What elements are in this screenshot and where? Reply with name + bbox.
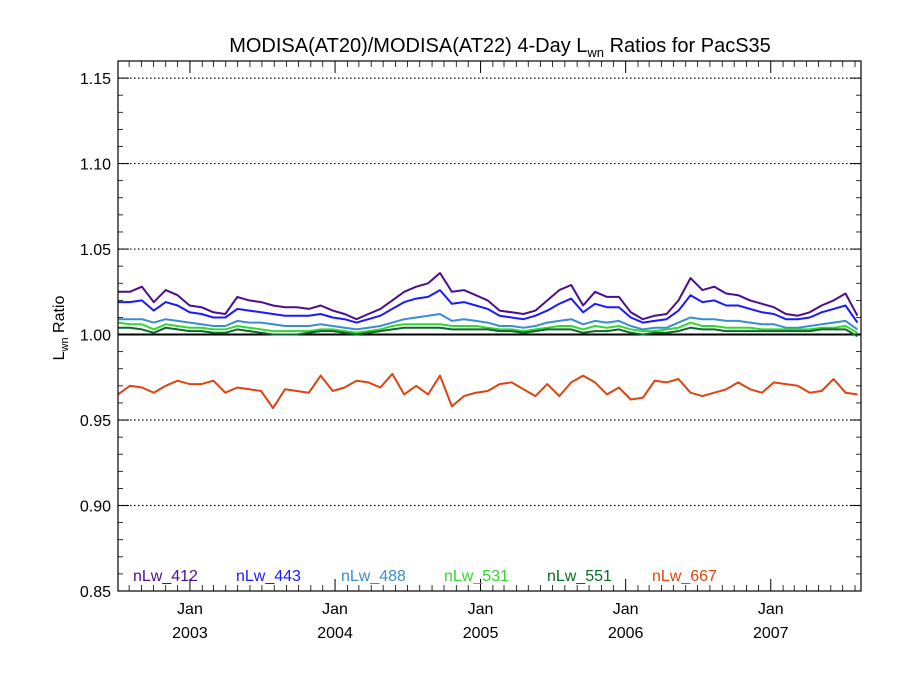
y-axis-label-suffix: Ratio <box>51 296 68 338</box>
legend-item-nlw-488: nLw_488 <box>341 568 406 585</box>
x-tick-year-label: 2006 <box>608 625 644 642</box>
legend: nLw_412 nLw_443 nLw_488 nLw_531 nLw_551 nLw_6… <box>133 568 717 585</box>
y-tick-label: 0.85 <box>80 584 111 601</box>
series-lines <box>117 272 859 410</box>
x-tick-year-label: 2003 <box>172 625 208 642</box>
y-axis-label-main: L <box>51 351 68 360</box>
y-tick-label: 0.90 <box>80 499 111 516</box>
legend-item-nlw-667: nLw_667 <box>652 568 717 585</box>
x-tick-month-label: Jan <box>177 601 203 618</box>
x-tick-year-label: 2005 <box>463 625 499 642</box>
y-tick-label: 1.00 <box>80 328 111 345</box>
y-tick-label: 0.95 <box>80 413 111 430</box>
chart-title-main: MODISA(AT20)/MODISA(AT22) 4-Day L <box>229 35 587 57</box>
x-tick-month-label: Jan <box>468 601 494 618</box>
chart-title: MODISA(AT20)/MODISA(AT22) 4-Day Lwn Rati… <box>229 35 771 60</box>
legend-item-nlw-531: nLw_531 <box>444 568 509 585</box>
y-axis-label-subscript: wn <box>59 337 71 352</box>
y-axis-label: Lwn Ratio <box>51 296 71 361</box>
y-tick-label: 1.05 <box>80 242 111 259</box>
axis-ticks <box>118 61 861 592</box>
series-line-nlw-551 <box>118 326 858 338</box>
series-line-nlw-443 <box>118 289 859 324</box>
series-line-nlw-488 <box>118 313 858 331</box>
series-line-nlw-412 <box>118 272 859 321</box>
x-tick-year-label: 2007 <box>753 625 789 642</box>
y-tick-label: 1.10 <box>80 157 111 174</box>
x-tick-month-label: Jan <box>613 601 639 618</box>
x-tick-year-label: 2004 <box>317 625 353 642</box>
plot-frame <box>117 60 862 592</box>
legend-item-nlw-551: nLw_551 <box>547 568 612 585</box>
y-tick-label: 1.15 <box>80 71 111 88</box>
x-tick-labels: Jan 2003 Jan 2004 Jan 2005 Jan 2006 Jan 2007 <box>172 601 788 642</box>
legend-item-nlw-443: nLw_443 <box>236 568 301 585</box>
gridlines <box>118 77 861 507</box>
series-line-nlw-531 <box>117 321 858 334</box>
x-tick-month-label: Jan <box>758 601 784 618</box>
chart-title-subscript: wn <box>586 45 604 60</box>
series-line-nlw-667 <box>117 372 858 410</box>
chart-title-suffix: Ratios for PacS35 <box>604 35 771 57</box>
x-tick-month-label: Jan <box>322 601 348 618</box>
legend-item-nlw-412: nLw_412 <box>133 568 198 585</box>
y-tick-labels: 0.85 0.90 0.95 1.00 1.05 1.10 1.15 <box>80 71 111 601</box>
